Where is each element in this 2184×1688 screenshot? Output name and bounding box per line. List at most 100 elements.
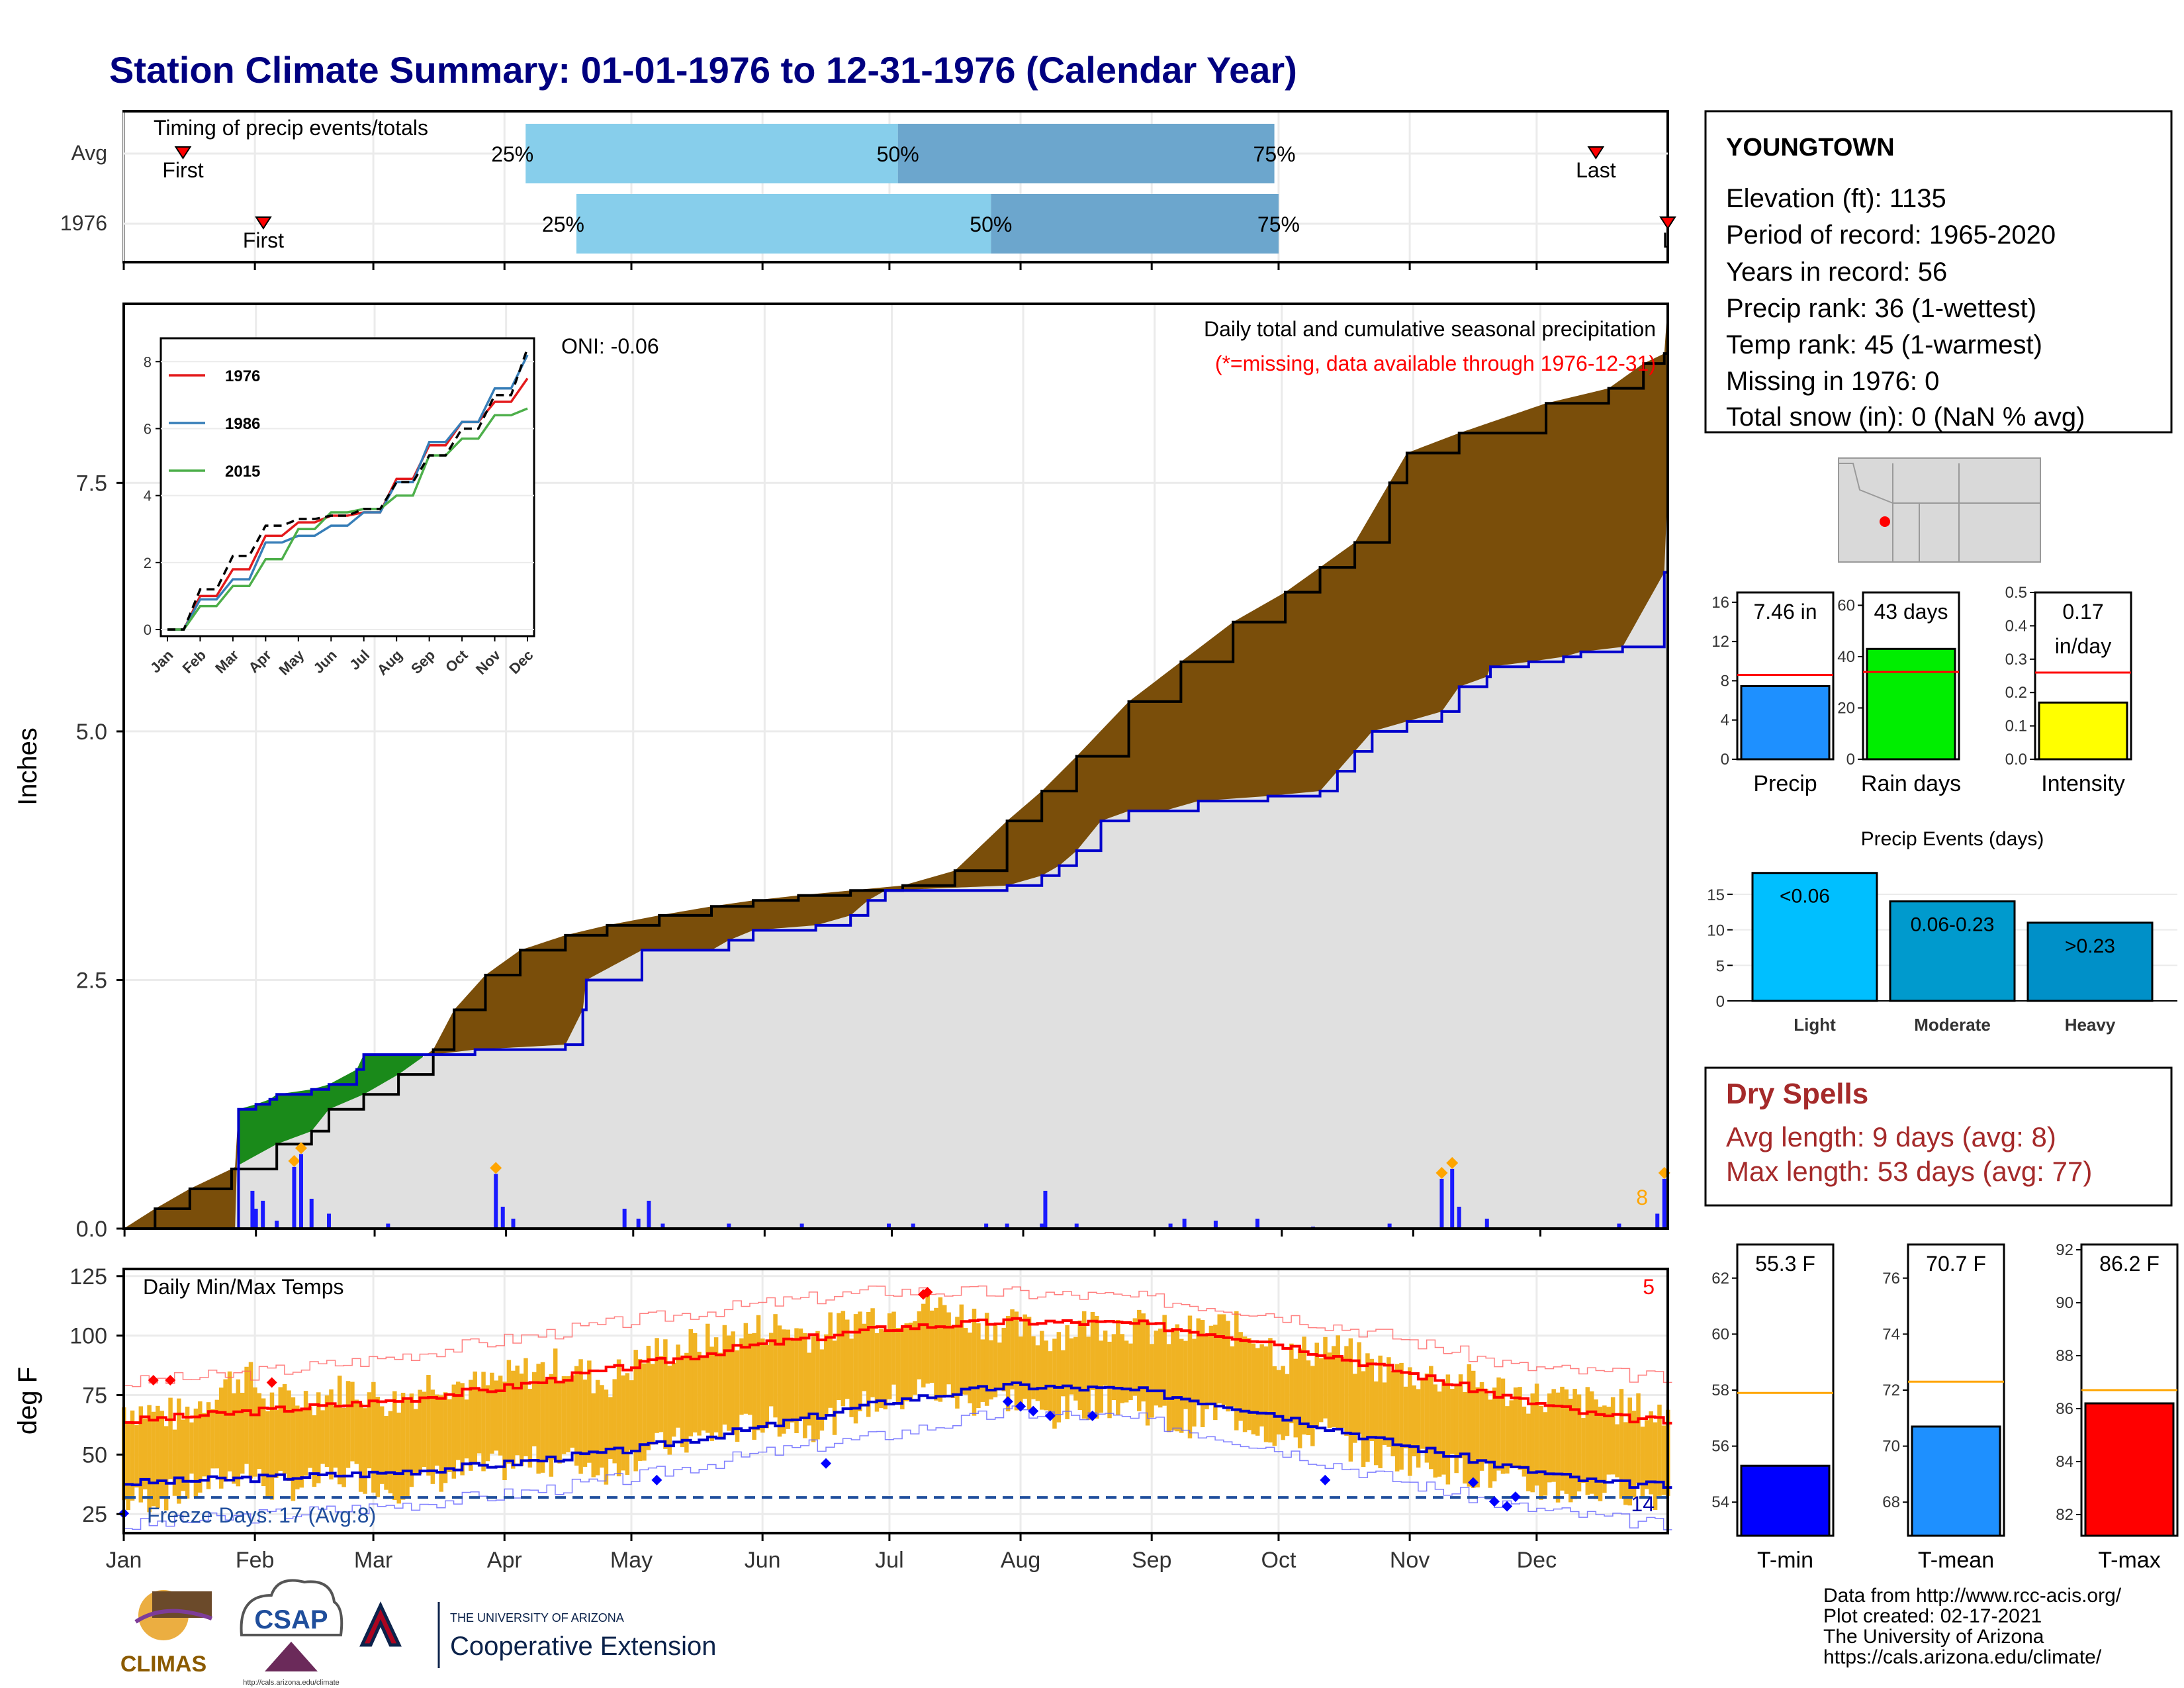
precip-summary-ytick-label: 0.2	[2005, 684, 2027, 702]
daily-precip-bar	[1450, 1168, 1455, 1229]
daily-temp-range-bar	[655, 1338, 659, 1433]
daily-temp-range-bar	[798, 1328, 803, 1419]
temp-summary-ytick-label: 54	[1711, 1493, 1729, 1511]
daily-temp-range-bar	[934, 1307, 938, 1401]
daily-temp-range-bar	[223, 1379, 228, 1482]
precip-summary-ytick-label: 40	[1837, 648, 1855, 666]
timing-q50-label: 50%	[877, 142, 919, 166]
daily-temp-range-bar	[1445, 1374, 1451, 1485]
daily-temp-range-bar	[1373, 1381, 1379, 1466]
timing-bar-50-75	[991, 194, 1279, 254]
inset-ytick-label: 4	[144, 488, 152, 504]
month-label: Jun	[745, 1548, 781, 1573]
daily-temp-range-bar	[1492, 1387, 1497, 1481]
daily-temp-range-bar	[659, 1356, 664, 1432]
daily-temp-range-bar	[345, 1381, 351, 1468]
record-high-marker	[165, 1374, 176, 1385]
daily-temp-range-bar	[1005, 1315, 1011, 1412]
daily-temp-range-bar	[722, 1325, 727, 1425]
daily-temp-range-bar	[312, 1415, 317, 1487]
daily-temp-range-bar	[515, 1365, 520, 1456]
daily-temp-range-bar	[955, 1317, 960, 1409]
daily-temp-range-bar	[227, 1371, 232, 1472]
daily-temp-range-bar	[379, 1406, 385, 1484]
dry-spells-max: Max length: 53 days (avg: 77)	[1726, 1156, 2092, 1187]
daily-temp-range-bar	[185, 1406, 190, 1499]
daily-temp-range-bar	[1192, 1338, 1197, 1427]
first-event-label: First	[243, 228, 284, 252]
month-label: Oct	[1261, 1548, 1297, 1573]
daily-temp-range-bar	[1065, 1325, 1069, 1419]
daily-temp-range-bar	[134, 1425, 139, 1488]
daily-temp-range-bar	[764, 1344, 770, 1429]
timing-q75-label: 75%	[1257, 212, 1300, 236]
daily-temp-range-bar	[1217, 1314, 1222, 1404]
daily-temp-range-bar	[718, 1352, 723, 1438]
daily-temp-range-bar	[879, 1329, 884, 1409]
daily-precip-bar	[386, 1223, 390, 1229]
daily-temp-range-bar	[1403, 1386, 1408, 1448]
daily-temp-range-bar	[1145, 1321, 1150, 1426]
daily-temp-range-bar	[1394, 1364, 1400, 1472]
daily-temp-range-bar	[147, 1405, 152, 1513]
daily-temp-range-bar	[337, 1376, 342, 1485]
daily-temp-range-bar	[1297, 1348, 1302, 1448]
daily-temp-range-bar	[782, 1329, 786, 1434]
daily-temp-range-bar	[498, 1376, 503, 1456]
daily-temp-range-bar	[844, 1319, 850, 1399]
temp-summary-value-label: 86.2 F	[2099, 1252, 2160, 1276]
daily-temp-range-bar	[1640, 1427, 1645, 1499]
daily-temp-range-bar	[950, 1327, 956, 1399]
daily-temp-range-bar	[938, 1297, 943, 1402]
daily-temp-range-bar	[177, 1398, 181, 1504]
daily-temp-range-bar	[705, 1323, 710, 1433]
station-temp-rank: Temp rank: 45 (1-warmest)	[1726, 330, 2042, 359]
daily-precip-bar	[1387, 1223, 1392, 1229]
daily-temp-range-bar	[1564, 1389, 1569, 1494]
daily-temp-range-bar	[773, 1314, 778, 1418]
events-ytick-label: 0	[1716, 993, 1725, 1011]
daily-precip-bar	[298, 1154, 303, 1229]
daily-temp-range-bar	[1200, 1320, 1205, 1427]
footer-line-2: Plot created: 02-17-2021	[1823, 1605, 2042, 1627]
daily-temp-range-bar	[295, 1405, 300, 1489]
daily-precip-bar	[250, 1190, 255, 1229]
temp-summary-bar	[1740, 1464, 1831, 1537]
daily-temp-range-bar	[430, 1389, 435, 1484]
daily-temp-range-bar	[519, 1374, 524, 1466]
daily-temp-range-bar	[697, 1352, 702, 1436]
daily-temp-range-bar	[1534, 1383, 1539, 1486]
daily-temp-range-bar	[1336, 1335, 1340, 1431]
daily-temp-range-bar	[1073, 1336, 1078, 1401]
temp-summary-category-label: T-mean	[1918, 1548, 1994, 1573]
daily-temp-range-bar	[1187, 1315, 1193, 1438]
daily-temp-range-bar	[925, 1289, 930, 1384]
daily-temp-range-bar	[138, 1406, 144, 1503]
hot-days-count: 5	[1643, 1275, 1655, 1299]
daily-temp-range-bar	[663, 1339, 668, 1449]
daily-temp-range-bar	[236, 1379, 241, 1487]
daily-temp-range-bar	[735, 1350, 740, 1442]
daily-temp-range-bar	[1450, 1389, 1455, 1454]
inset-ytick-label: 6	[144, 420, 152, 437]
timing-panel: 25% 50% 75% First Last 25% 50% 75% First Last Tim…	[60, 110, 1676, 270]
extreme-precip-marker	[490, 1162, 502, 1174]
temp-summary-ytick-label: 82	[2056, 1506, 2073, 1524]
dry-spells-box: Dry Spells Avg length: 9 days (avg: 8) M…	[1704, 1066, 2173, 1207]
daily-temp-range-bar	[1471, 1370, 1476, 1488]
temp-summary-bar	[2084, 1402, 2175, 1537]
daily-temp-range-bar	[768, 1333, 774, 1407]
precip-summary-charts: 0 4 8 12 16 7.46 in Precip 0 20 40 60 43 days Rain d…	[1711, 584, 2132, 796]
inset-ytick-label: 2	[144, 555, 152, 571]
daily-temp-range-bar	[807, 1352, 811, 1426]
events-bar	[2026, 921, 2154, 1002]
daily-temp-range-bar	[274, 1410, 279, 1478]
daily-temp-range-bar	[1572, 1389, 1577, 1499]
record-low-marker	[1320, 1474, 1331, 1485]
station-name: YOUNGTOWN	[1726, 134, 1895, 162]
record-low-marker	[651, 1474, 662, 1485]
daily-temp-range-bar	[1526, 1413, 1531, 1491]
daily-temp-range-bar	[485, 1385, 490, 1462]
daily-temp-range-bar	[1095, 1315, 1099, 1419]
daily-temp-range-bar	[1150, 1344, 1154, 1418]
